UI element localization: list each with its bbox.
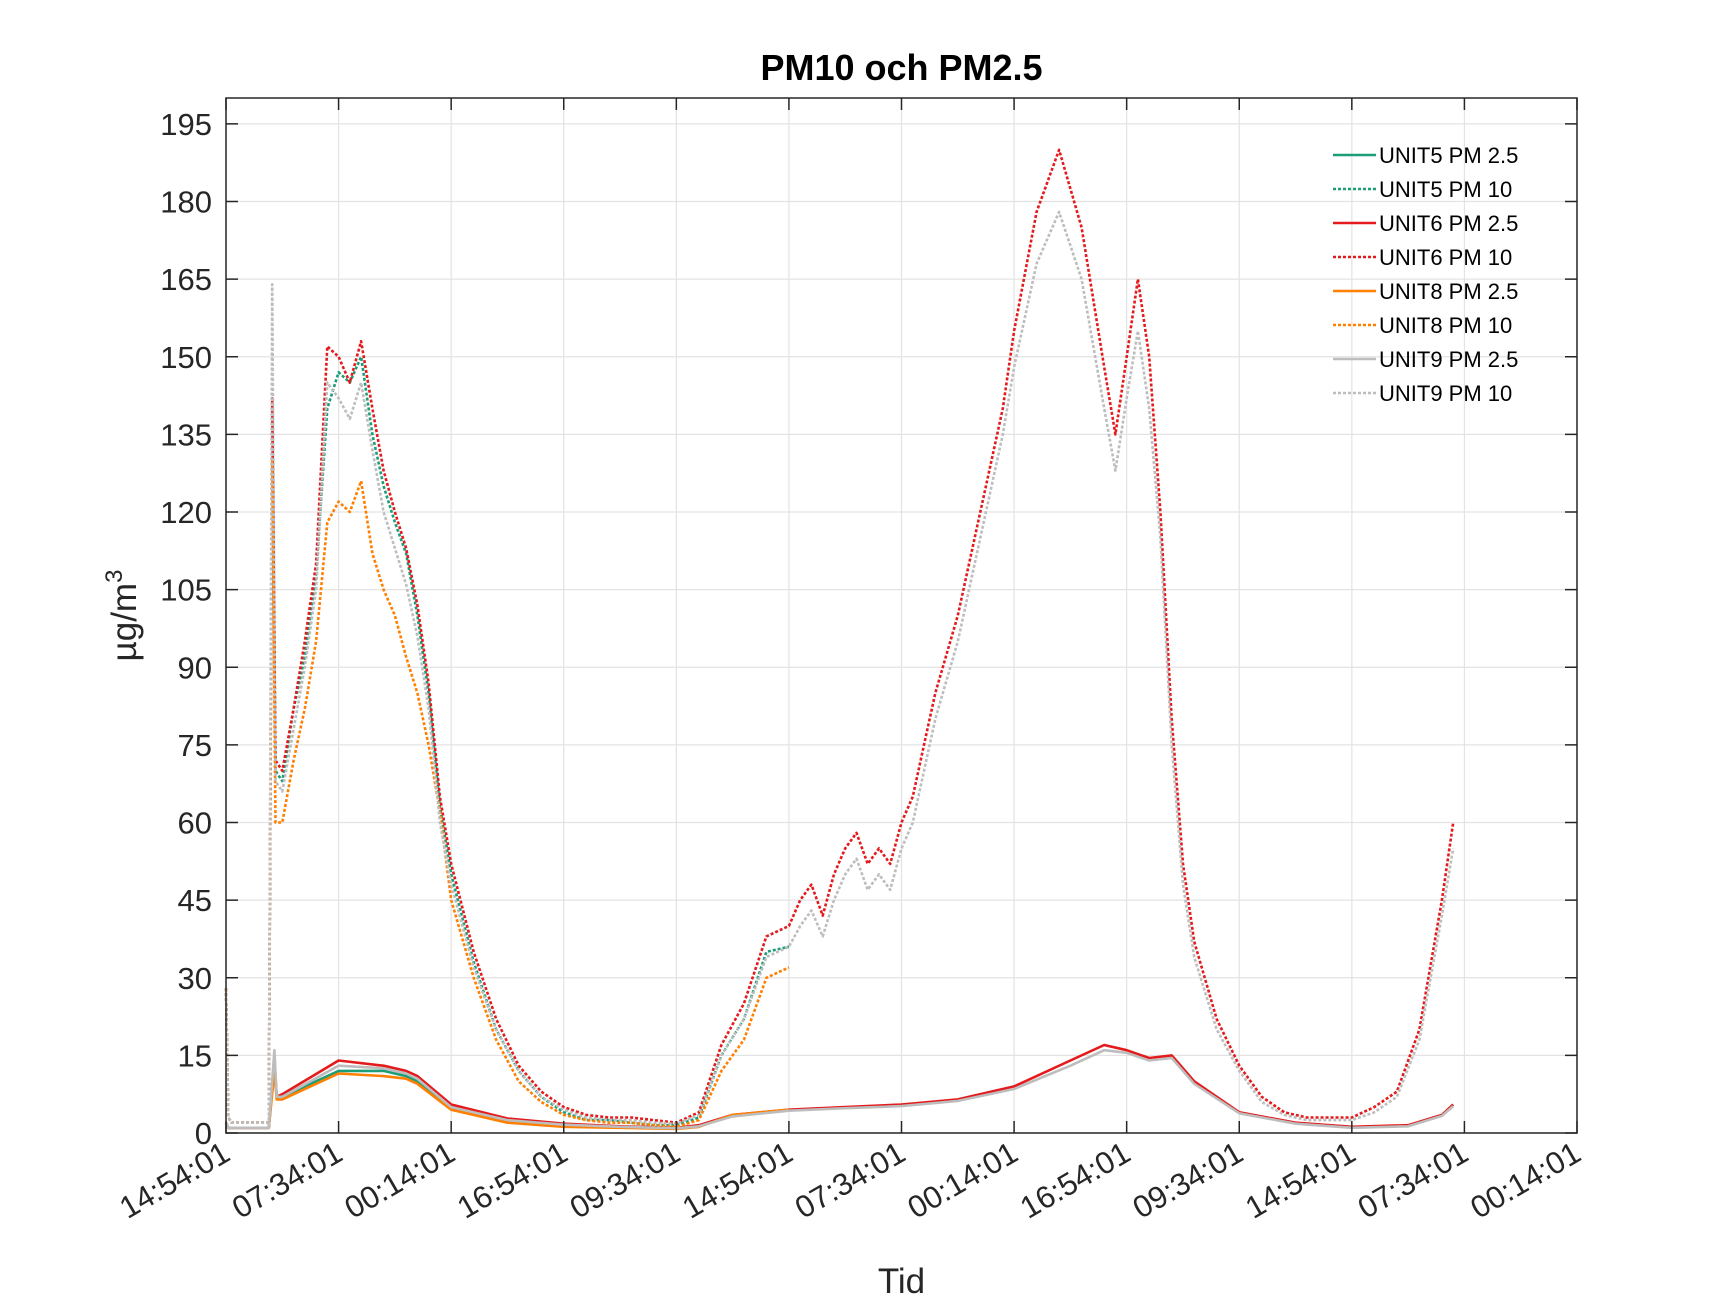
legend: UNIT5 PM 2.5 UNIT5 PM 10 UNIT6 PM 2.5 UNIT6… [1333,143,1518,406]
y-tick-label: 75 [178,728,212,763]
legend-label: UNIT6 PM 2.5 [1379,211,1518,236]
legend-label: UNIT8 PM 10 [1379,313,1512,338]
y-tick-label: 195 [160,107,212,142]
x-axis-label: Tid [878,1262,925,1301]
y-axis-label-exponent: 3 [101,570,128,583]
y-axis-label: µg/m3 [101,570,144,662]
series-line-unit8-pm-10 [224,458,790,1129]
series-line-unit9-pm-2-5 [224,1048,1455,1130]
y-axis-label-unit: µg/m [105,583,144,662]
y-tick-label: 150 [160,340,212,375]
y-tick-label: 120 [160,495,212,530]
legend-label: UNIT5 PM 10 [1379,177,1512,202]
y-tick-label: 15 [178,1038,212,1073]
legend-label: UNIT5 PM 2.5 [1379,143,1518,168]
y-tick-label: 180 [160,185,212,220]
legend-label: UNIT6 PM 10 [1379,245,1512,270]
series-line-unit9-pm-10 [224,210,1455,1125]
legend-label: UNIT8 PM 2.5 [1379,279,1518,304]
legend-label: UNIT9 PM 10 [1379,381,1512,406]
y-tick-label: 105 [160,573,212,608]
y-tick-label: 60 [178,806,212,841]
y-tick-label: 90 [178,650,212,685]
y-tick-label: 165 [160,262,212,297]
chart-title: PM10 och PM2.5 [760,47,1042,88]
y-tick-label: 135 [160,417,212,452]
y-tick-label: 45 [178,883,212,918]
y-tick-label: 30 [178,961,212,996]
y-tick-label: 0 [195,1116,212,1151]
legend-label: UNIT9 PM 2.5 [1379,347,1518,372]
